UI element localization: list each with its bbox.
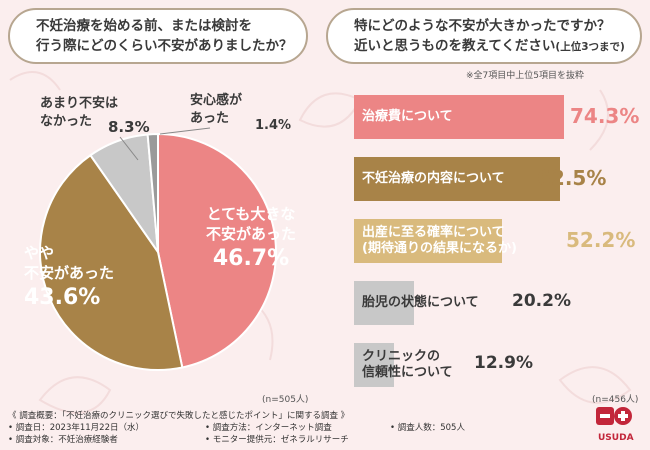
usuda-logo: USUDA xyxy=(590,405,638,447)
right-question-line1: 特にどのような不安が大きかったですか？ xyxy=(354,17,611,34)
bar-label-3: 胎児の状態について xyxy=(362,295,479,310)
pie-label-s3-line2: あった xyxy=(190,111,230,126)
bar-label-4-line2: 信頼性について xyxy=(362,365,453,380)
bar-label-0: 治療費について xyxy=(362,109,453,124)
bar-label-2-line1: 出産に至る確率について xyxy=(362,225,505,240)
bar-sample-size: (n=456人) xyxy=(592,395,639,405)
bar-label-2: 出産に至る確率について (期待通りの結果になるか) xyxy=(362,225,517,257)
right-note: ※全7項目中上位5項目を抜粋 xyxy=(466,71,584,81)
bar-0: 治療費について xyxy=(354,95,564,139)
logo-text: USUDA xyxy=(598,433,634,443)
left-question-box: 不妊治療を始める前、または検討を 行う際にどのくらい不安がありましたか？ xyxy=(8,8,308,64)
footer-provider: • モニター提供元：ゼネラルリサーチ xyxy=(205,435,349,445)
bar-value-2: 52.2% xyxy=(566,228,636,252)
logo-mark-icon xyxy=(596,407,632,425)
bar-value-1: 62.5% xyxy=(537,166,607,190)
footer-target: • 調査対象：不妊治療経験者 xyxy=(8,435,118,445)
pie-slice-0 xyxy=(157,132,277,369)
bar-3: 胎児の状態について xyxy=(354,281,479,325)
pie-value-s2: 8.3% xyxy=(108,118,150,136)
bar-value-3: 20.2% xyxy=(512,291,571,311)
pie-value-s3: 1.4% xyxy=(255,118,292,133)
pie-label-s0-line1: とても大きな xyxy=(206,205,296,223)
right-question-line2-small: (上位3つまで) xyxy=(555,40,625,53)
pie-label-s1-line1: やや xyxy=(24,244,55,262)
bar-value-0: 74.3% xyxy=(570,104,640,128)
pie-label-s3-line1: 安心感が xyxy=(190,93,243,108)
pie-label-s3: 安心感が あった xyxy=(190,92,242,128)
right-question-line2: 近いと思うものを教えてください(上位3つまで) xyxy=(354,36,640,57)
leader-line-s3 xyxy=(159,127,211,135)
pie-label-s0-line2: 不安があった xyxy=(205,225,296,243)
pie-slice-1 xyxy=(39,153,184,371)
leader-line-s2 xyxy=(119,136,139,161)
footer-summary: 《 調査概要：「不妊治療のクリニック選びで失敗したと感じたポイント」に関する調査… xyxy=(8,411,350,421)
bar-label-4-line1: クリニックの xyxy=(362,349,441,364)
right-question-line2-main: 近いと思うものを教えてください xyxy=(354,37,556,54)
pie-value-s1: 43.6% xyxy=(24,285,101,310)
bar-label-1: 不妊治療の内容について xyxy=(362,171,505,186)
pie-label-s2: あまり不安は なかった xyxy=(40,95,118,131)
bar-label-4: クリニックの 信頼性について xyxy=(362,349,453,381)
pie-sample-size: (n=505人) xyxy=(262,395,309,405)
bar-1: 不妊治療の内容について xyxy=(354,157,560,201)
footer-count: • 調査人数：505人 xyxy=(390,423,465,433)
right-question-box: 特にどのような不安が大きかったですか？ 近いと思うものを教えてください(上位3つ… xyxy=(326,8,642,64)
bar-value-4: 12.9% xyxy=(474,353,533,373)
footer-method: • 調査方法：インターネット調査 xyxy=(205,423,332,433)
bar-2: 出産に至る確率について (期待通りの結果になるか) xyxy=(354,219,517,263)
left-question-line2: 行う際にどのくらい不安がありましたか？ xyxy=(36,38,293,54)
bar-4: クリニックの 信頼性について xyxy=(354,343,453,387)
pie-label-s1-line2: 不安があった xyxy=(24,264,115,282)
pie-value-s0: 46.7% xyxy=(212,246,290,271)
pie-label-s1: やや 不安があった 43.6% xyxy=(24,243,124,313)
pie-label-s2-line1: あまり不安は xyxy=(40,96,119,111)
footer-date: • 調査日：2023年11月22日（水） xyxy=(8,423,144,433)
pie-slice-3 xyxy=(146,132,159,253)
pie-label-s0: とても大きな 不安があった 46.7% xyxy=(186,204,316,274)
left-question-line1: 不妊治療を始める前、または検討を xyxy=(36,18,252,34)
pie-label-s2-line2: なかった xyxy=(40,114,93,129)
bar-label-2-line2: (期待通りの結果になるか) xyxy=(362,241,517,256)
